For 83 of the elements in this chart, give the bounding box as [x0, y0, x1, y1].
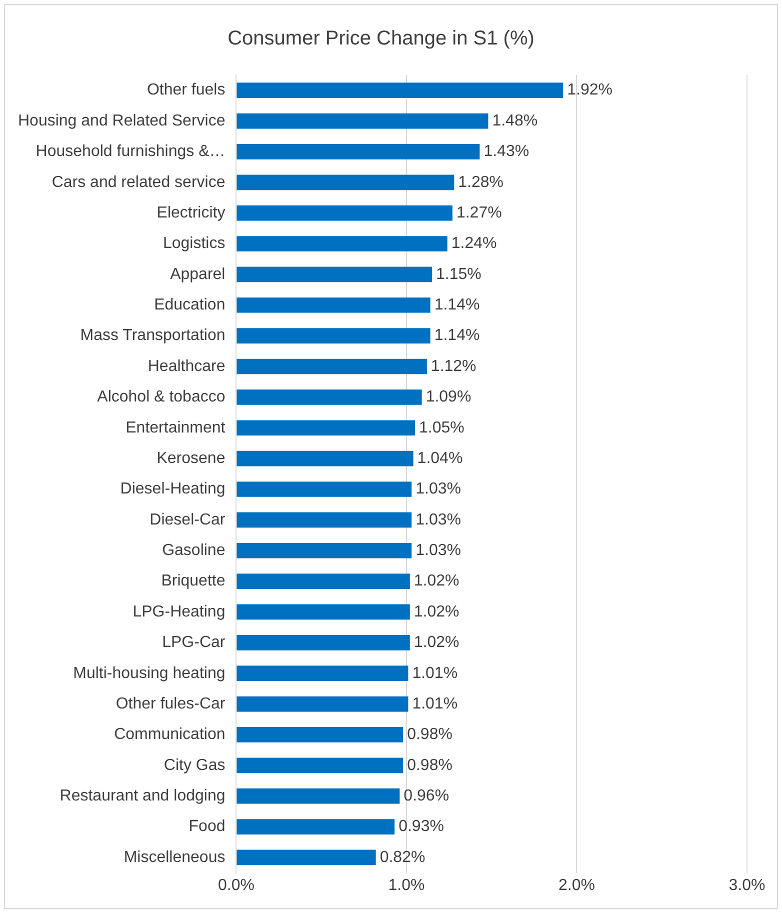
- y-tick-label: Other fules-Car: [116, 695, 226, 712]
- bar: [236, 666, 408, 682]
- bar: [236, 297, 430, 313]
- data-label: 1.24%: [451, 235, 497, 252]
- data-label: 1.27%: [456, 204, 502, 222]
- data-label: 0.98%: [407, 756, 452, 774]
- data-label: 1.01%: [412, 695, 458, 712]
- y-tick-label: Diesel-Heating: [120, 480, 226, 498]
- y-tick-label: Food: [188, 818, 226, 836]
- bar: [236, 819, 395, 834]
- y-tick-label: Alcohol & tobacco: [97, 388, 226, 406]
- bar: [236, 727, 404, 742]
- y-tick-label: Diesel-Car: [150, 511, 226, 528]
- y-tick-label: Gasoline: [162, 542, 226, 560]
- y-tick-label: Entertainment: [126, 419, 226, 436]
- y-tick-label: Apparel: [170, 266, 226, 283]
- y-tick-label: Logistics: [162, 235, 226, 252]
- data-label: 1.02%: [414, 572, 460, 590]
- data-label: 1.03%: [416, 511, 461, 528]
- bar: [236, 574, 410, 589]
- data-label: 1.92%: [567, 82, 612, 99]
- bar: [236, 482, 412, 497]
- bar: [236, 174, 454, 190]
- data-label: 0.93%: [398, 818, 444, 836]
- bar: [236, 236, 448, 252]
- y-tick-label: Communication: [114, 726, 226, 744]
- bar: [236, 205, 452, 221]
- bar: [236, 82, 564, 98]
- data-label: 0.82%: [380, 848, 426, 866]
- bar: [236, 604, 410, 620]
- data-label: 0.98%: [407, 726, 452, 744]
- x-tick-label: 1.0%: [388, 876, 425, 894]
- y-tick-label: LPG-Heating: [132, 603, 226, 620]
- y-tick-label: Electricity: [156, 204, 226, 222]
- bar: [236, 542, 412, 558]
- y-tick-label: Cars and related service: [52, 174, 226, 191]
- y-tick-label: Household furnishings &…: [36, 143, 226, 160]
- y-tick-label: City Gas: [164, 756, 226, 774]
- data-label: 1.14%: [434, 327, 480, 344]
- bar: [236, 512, 412, 528]
- data-label: 1.02%: [414, 634, 460, 652]
- data-label: 1.02%: [414, 603, 460, 620]
- data-label: 1.28%: [458, 174, 504, 191]
- x-tick-label: 2.0%: [558, 876, 595, 894]
- y-tick-label: Restaurant and lodging: [60, 787, 226, 804]
- data-label: 0.96%: [404, 787, 450, 804]
- bar: [236, 634, 410, 650]
- bar: [236, 450, 414, 466]
- bar: [236, 266, 432, 282]
- y-tick-label: Housing and Related Service: [18, 112, 226, 130]
- data-label: 1.14%: [434, 296, 480, 314]
- y-tick-label: Miscelleneous: [124, 848, 226, 866]
- data-label: 1.01%: [412, 664, 458, 682]
- data-label: 1.12%: [430, 358, 476, 375]
- data-label: 1.05%: [419, 419, 464, 436]
- data-label: 1.48%: [492, 112, 538, 130]
- data-label: 1.09%: [426, 388, 472, 406]
- y-tick-label: Healthcare: [148, 358, 226, 375]
- data-label: 1.03%: [416, 480, 461, 498]
- y-tick-label: Other fuels: [146, 82, 226, 99]
- data-label: 1.15%: [436, 266, 482, 283]
- bar: [236, 358, 427, 374]
- y-tick-label: Kerosene: [156, 450, 226, 467]
- bar: [236, 758, 404, 774]
- bar: [236, 144, 480, 160]
- chart-title: Consumer Price Change in S1 (%): [228, 28, 534, 50]
- bar: [236, 788, 400, 804]
- data-label: 1.04%: [417, 450, 463, 467]
- data-label: 1.03%: [416, 542, 461, 560]
- bar: [236, 390, 422, 405]
- y-tick-label: Mass Transportation: [80, 327, 226, 344]
- bar: [236, 696, 408, 712]
- y-tick-label: Education: [154, 296, 226, 314]
- bar: [236, 420, 416, 436]
- y-tick-label: Briquette: [161, 572, 226, 590]
- bar: [236, 328, 430, 344]
- x-tick-label: 0.0%: [218, 876, 254, 894]
- y-tick-label: LPG-Car: [162, 634, 226, 652]
- bar: [236, 850, 376, 866]
- data-label: 1.43%: [484, 143, 530, 160]
- x-tick-label: 3.0%: [728, 876, 766, 894]
- bar: [236, 113, 488, 129]
- y-tick-label: Multi-housing heating: [73, 664, 226, 682]
